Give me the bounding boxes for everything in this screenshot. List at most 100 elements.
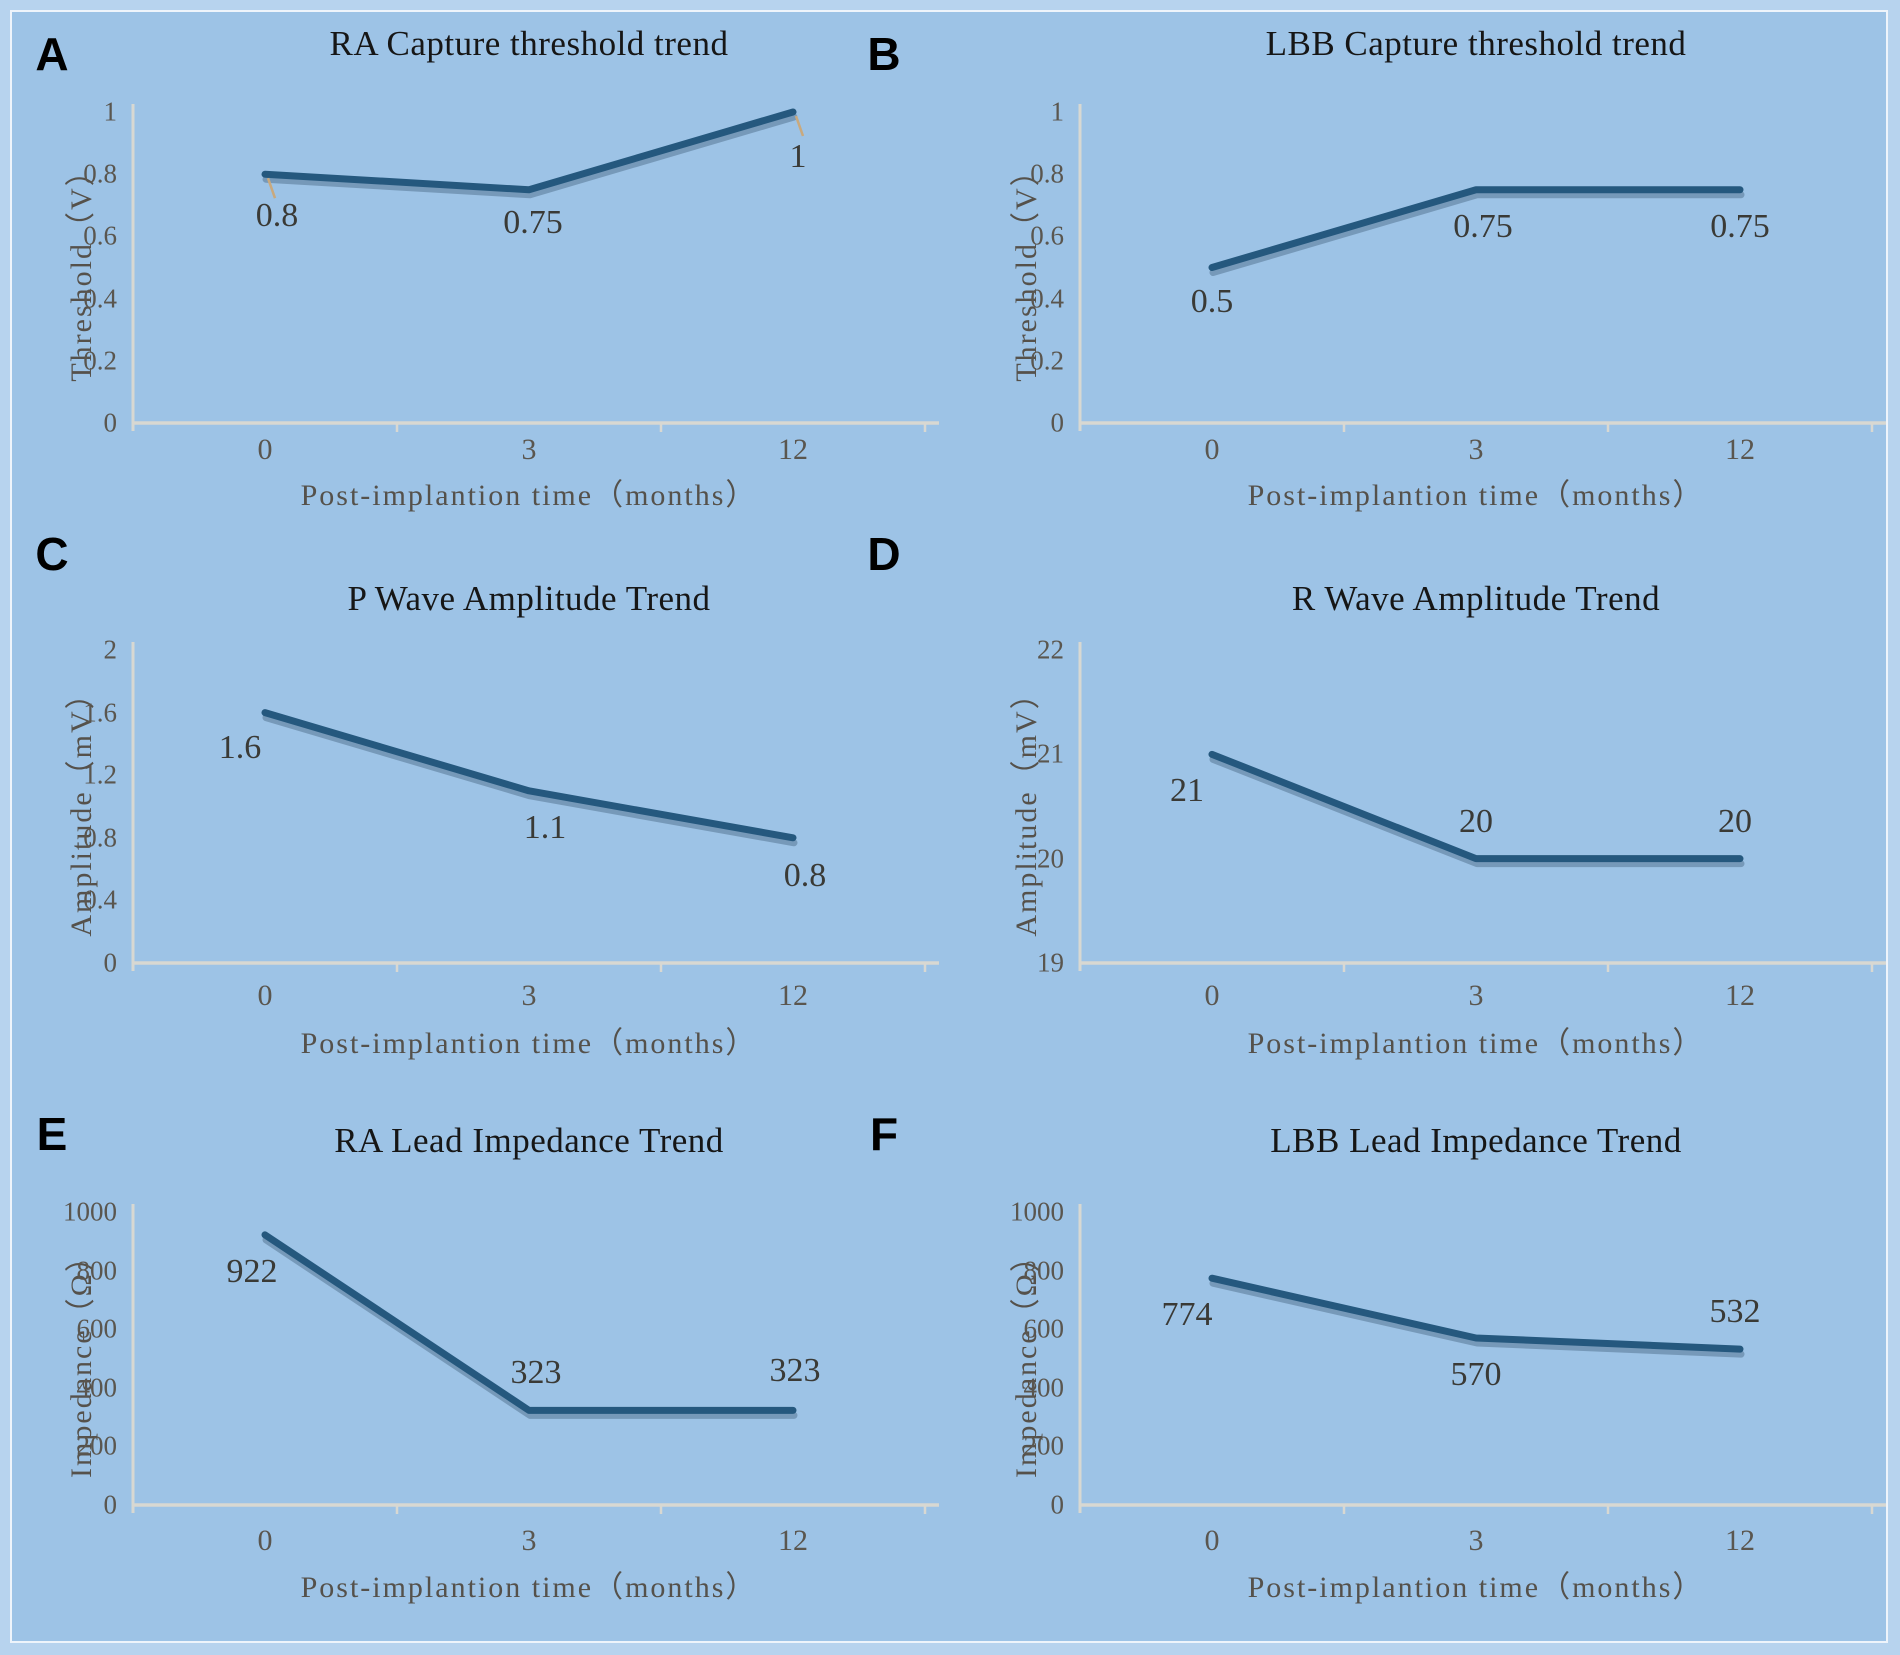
y-tick-label: 1.2	[83, 759, 117, 790]
data-label: 0.75	[1710, 207, 1770, 245]
y-tick-label: 22	[1037, 634, 1064, 665]
y-tick-label: 2	[103, 634, 118, 665]
y-tick-label: 200	[76, 1430, 118, 1461]
y-tick-label: 0	[103, 1489, 118, 1520]
panel-letter-A: A	[35, 28, 69, 80]
y-tick-label: 0.8	[83, 822, 117, 853]
data-label: 1.1	[523, 808, 567, 846]
trend-line	[1208, 1274, 1744, 1353]
chart-title: P Wave Amplitude Trend	[347, 579, 711, 618]
data-label: 570	[1450, 1355, 1502, 1393]
y-tick-label: 0.4	[1030, 283, 1064, 314]
y-tick-label: 1000	[63, 1196, 117, 1227]
x-tick-label: 3	[1468, 1524, 1484, 1557]
x-tick-label: 12	[778, 1524, 808, 1557]
x-axis-title: Post-implantion time（months）	[300, 1571, 758, 1604]
x-axis-title: Post-implantion time（months）	[1247, 1027, 1705, 1060]
y-tick-label: 1	[1050, 96, 1065, 127]
data-label: 1	[789, 138, 807, 175]
x-tick-label: 0	[257, 979, 273, 1012]
trend-line	[261, 1231, 797, 1414]
y-tick-label: 600	[76, 1313, 118, 1344]
panel-letter-D: D	[867, 528, 901, 580]
panel-letter-F: F	[869, 1108, 899, 1160]
data-label: 774	[1161, 1296, 1213, 1334]
panel-letter-C: C	[35, 528, 69, 580]
x-tick-label: 3	[521, 1524, 537, 1557]
data-label: 20	[1459, 802, 1493, 840]
x-tick-label: 3	[521, 433, 537, 466]
y-tick-label: 400	[1023, 1372, 1065, 1403]
y-tick-label: 0.6	[1030, 220, 1064, 251]
trend-line-shadow	[1209, 1279, 1745, 1358]
y-tick-label: 19	[1037, 947, 1064, 978]
x-tick-label: 12	[778, 979, 808, 1012]
panel-letter-E: E	[36, 1108, 68, 1160]
trend-line-shadow	[262, 1236, 798, 1419]
data-label: 0.75	[1453, 207, 1513, 245]
x-tick-label: 12	[1725, 979, 1755, 1012]
y-axis-title: Amplitude（mV）	[1010, 676, 1043, 937]
y-tick-label: 1	[103, 96, 118, 127]
y-tick-label: 0.8	[1030, 158, 1064, 189]
y-tick-label: 1.6	[83, 697, 117, 728]
y-tick-label: 0.4	[83, 283, 117, 314]
x-axis-title: Post-implantion time（months）	[1247, 479, 1705, 512]
x-tick-label: 12	[1725, 433, 1755, 466]
x-tick-label: 0	[257, 433, 273, 466]
data-label: 323	[769, 1352, 821, 1390]
trend-line-shadow	[1209, 755, 1745, 868]
data-label: 20	[1718, 802, 1752, 840]
data-label: 922	[226, 1252, 278, 1290]
y-tick-label: 800	[76, 1255, 118, 1286]
y-tick-label: 20	[1037, 843, 1064, 874]
data-label-leader-line	[794, 115, 805, 137]
chart-title: RA Lead Impedance Trend	[334, 1121, 724, 1160]
trend-line-shadow	[262, 714, 798, 847]
y-tick-label: 0	[1050, 407, 1065, 438]
y-tick-label: 0.4	[83, 884, 117, 915]
figure-frame	[10, 10, 1888, 1643]
trend-line-shadow	[1209, 191, 1745, 276]
x-tick-label: 0	[1204, 1524, 1220, 1557]
trend-line	[1208, 750, 1744, 863]
trend-line	[1208, 186, 1744, 271]
x-tick-label: 0	[257, 1524, 273, 1557]
y-tick-label: 0	[103, 407, 118, 438]
y-tick-label: 200	[1023, 1430, 1065, 1461]
chart-title: R Wave Amplitude Trend	[1291, 579, 1661, 618]
data-label: 1.6	[218, 728, 262, 766]
data-label-leader-line	[266, 177, 277, 199]
x-tick-label: 0	[1204, 979, 1220, 1012]
data-label: 21	[1170, 772, 1204, 810]
x-tick-label: 12	[778, 433, 808, 466]
y-tick-label: 0.6	[83, 220, 117, 251]
x-axis-title: Post-implantion time（months）	[300, 479, 758, 512]
data-label: 532	[1709, 1293, 1761, 1331]
data-label: 0.75	[503, 203, 563, 241]
chart-title: LBB Capture threshold trend	[1265, 24, 1687, 63]
y-tick-label: 0	[1050, 1489, 1065, 1520]
y-tick-label: 0.2	[83, 345, 117, 376]
y-tick-label: 0	[103, 947, 118, 978]
y-tick-label: 600	[1023, 1313, 1065, 1344]
y-tick-label: 400	[76, 1372, 118, 1403]
y-tick-label: 1000	[1010, 1196, 1064, 1227]
x-tick-label: 0	[1204, 433, 1220, 466]
trend-line	[261, 108, 797, 194]
data-label: 0.8	[255, 197, 299, 235]
chart-title: RA Capture threshold trend	[329, 24, 729, 63]
x-tick-label: 3	[1468, 979, 1484, 1012]
x-tick-label: 3	[521, 979, 537, 1012]
y-tick-label: 21	[1037, 738, 1064, 769]
trend-line-shadow	[262, 113, 798, 199]
x-tick-label: 3	[1468, 433, 1484, 466]
x-axis-title: Post-implantion time（months）	[1247, 1571, 1705, 1604]
y-tick-label: 0.8	[83, 158, 117, 189]
chart-title: LBB Lead Impedance Trend	[1270, 1121, 1682, 1160]
data-label: 0.5	[1190, 282, 1234, 320]
x-axis-title: Post-implantion time（months）	[300, 1027, 758, 1060]
x-tick-label: 12	[1725, 1524, 1755, 1557]
